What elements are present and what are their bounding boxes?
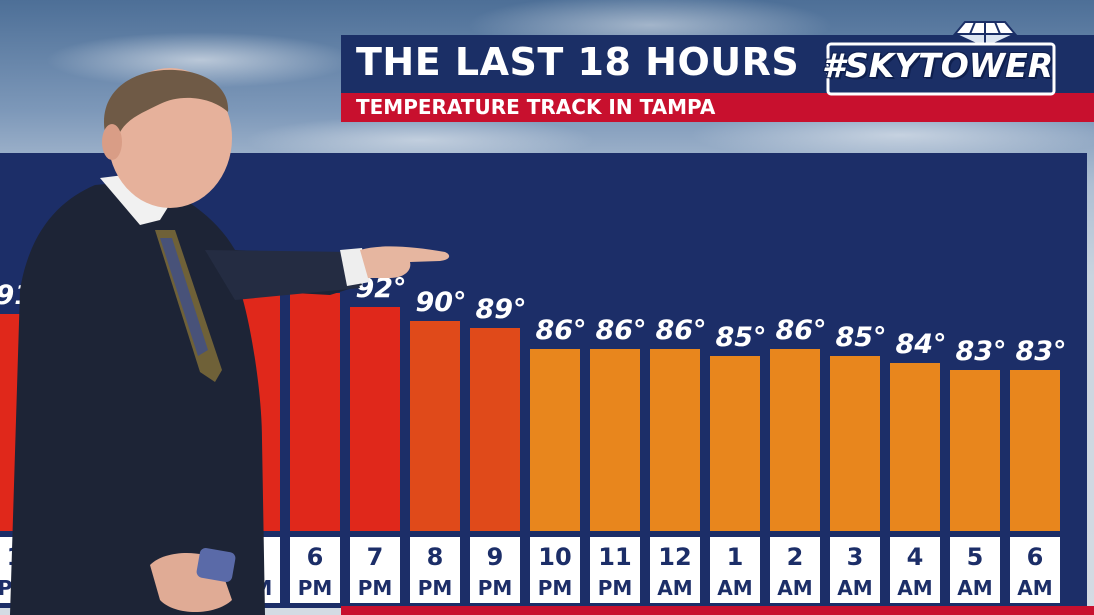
- hour-number-label: 12: [658, 543, 691, 571]
- temperature-bar: [890, 363, 940, 531]
- hour-label-box: [530, 537, 580, 603]
- hour-label-box: [890, 537, 940, 603]
- temperature-value-label: 86°: [535, 315, 586, 346]
- temperature-bar: [530, 349, 580, 531]
- hour-number-label: 7: [367, 543, 384, 571]
- temperature-bar: [830, 356, 880, 531]
- temperature-bar: [650, 349, 700, 531]
- chart-subtitle: TEMPERATURE TRACK IN TAMPA: [356, 95, 716, 119]
- temperature-value-label: 84°: [895, 329, 946, 360]
- temperature-value-label: 85°: [715, 322, 766, 353]
- hour-number-label: 10: [538, 543, 571, 571]
- temperature-bar: [350, 307, 400, 531]
- hour-label-box: [290, 537, 340, 603]
- hour-ampm-label: PM: [598, 576, 633, 600]
- temperature-value-label: 85°: [835, 322, 886, 353]
- hour-label-box: [1010, 537, 1060, 603]
- hour-ampm-label: PM: [538, 576, 573, 600]
- hour-ampm-label: AM: [897, 576, 932, 600]
- hour-label-box: [830, 537, 880, 603]
- hour-ampm-label: AM: [957, 576, 992, 600]
- hour-ampm-label: AM: [777, 576, 812, 600]
- temperature-value-label: 86°: [775, 315, 826, 346]
- hour-label-box: [650, 537, 700, 603]
- temperature-value-label: 90°: [415, 287, 466, 318]
- hour-number-label: 9: [487, 543, 504, 571]
- temperature-value-label: 86°: [655, 315, 706, 346]
- hour-number-label: 2: [787, 543, 804, 571]
- temperature-bar: [770, 349, 820, 531]
- presenter: [10, 68, 450, 615]
- temperature-bar: [410, 321, 460, 531]
- temperature-value-label: 86°: [595, 315, 646, 346]
- temperature-bar: [710, 356, 760, 531]
- hour-ampm-label: PM: [358, 576, 393, 600]
- hour-label-box: [470, 537, 520, 603]
- temperature-bar: [950, 370, 1000, 531]
- temperature-value-label: 83°: [955, 336, 1006, 367]
- temperature-value-label: 83°: [1015, 336, 1066, 367]
- hour-label-box: [950, 537, 1000, 603]
- hour-number-label: 8: [427, 543, 444, 571]
- chart-title: THE LAST 18 HOURS: [356, 40, 800, 84]
- skytower-logo: [826, 21, 1056, 96]
- hour-number-label: 6: [1027, 543, 1044, 571]
- temperature-bar: [290, 293, 340, 531]
- hour-ampm-label: AM: [837, 576, 872, 600]
- hour-number-label: 6: [307, 543, 324, 571]
- hour-ampm-label: PM: [298, 576, 333, 600]
- hour-ampm-label: PM: [478, 576, 513, 600]
- temperature-bar: [470, 328, 520, 531]
- temperature-bar: [590, 349, 640, 531]
- hour-ampm-label: AM: [717, 576, 752, 600]
- hour-number-label: 11: [598, 543, 631, 571]
- bottom-strip: [341, 606, 1094, 615]
- hour-number-label: 3: [847, 543, 864, 571]
- brand-logo-text: #SKYTOWER: [822, 46, 1054, 85]
- hour-number-label: 5: [967, 543, 984, 571]
- hour-ampm-label: PM: [418, 576, 453, 600]
- hour-label-box: [410, 537, 460, 603]
- temperature-value-label: 89°: [475, 294, 526, 325]
- temperature-bar: [1010, 370, 1060, 531]
- hour-ampm-label: AM: [1017, 576, 1052, 600]
- hour-number-label: 1: [727, 543, 744, 571]
- hour-label-box: [770, 537, 820, 603]
- hour-label-box: [590, 537, 640, 603]
- subtitle-bar: [341, 93, 1094, 122]
- hour-label-box: [350, 537, 400, 603]
- hour-number-label: 4: [907, 543, 924, 571]
- hour-label-box: [710, 537, 760, 603]
- hour-ampm-label: AM: [657, 576, 692, 600]
